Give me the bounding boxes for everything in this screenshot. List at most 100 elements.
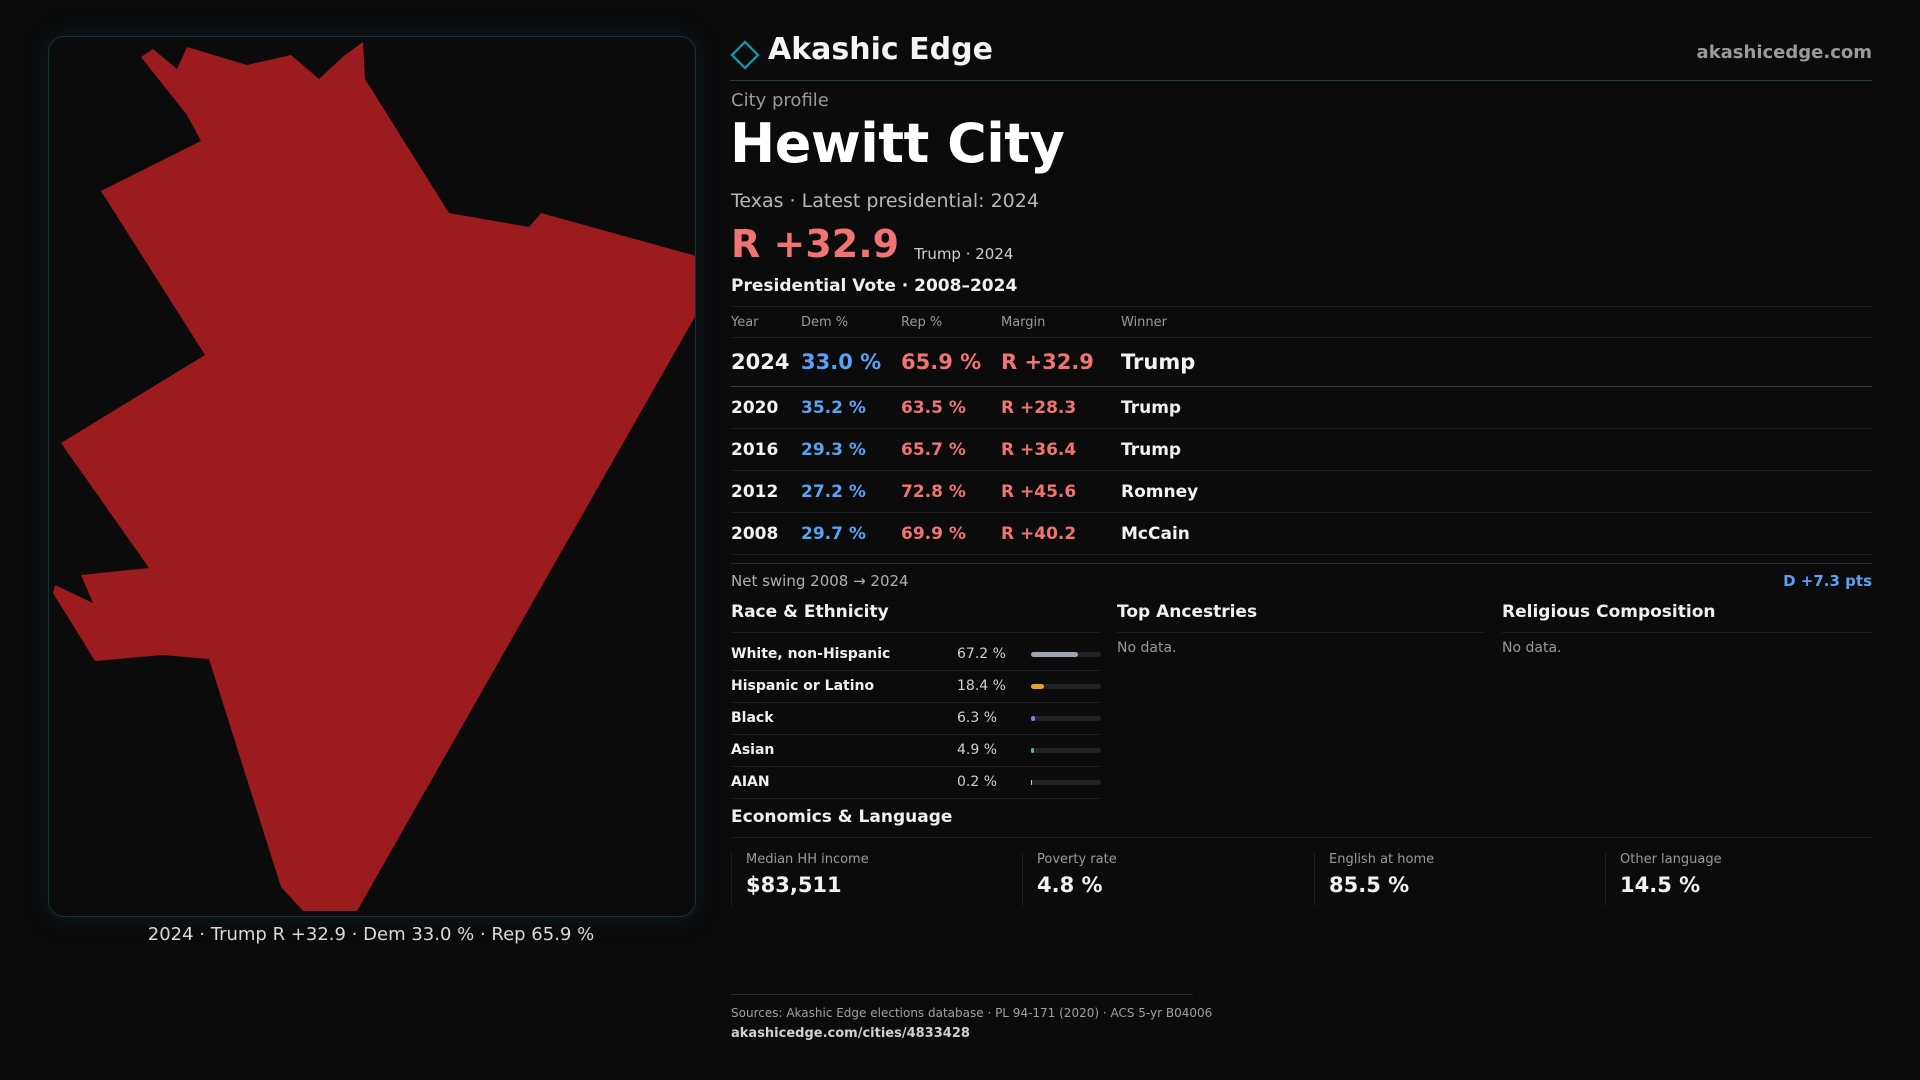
row-year: 2020 — [731, 386, 801, 429]
race-row: AIAN 0.2 % — [731, 766, 1101, 799]
stat-label: Median HH income — [746, 852, 869, 867]
row-winner: Trump — [1121, 337, 1872, 387]
row-rep: 72.8 % — [901, 470, 1001, 513]
page-subtitle: Texas · Latest presidential: 2024 — [731, 190, 1039, 212]
stat-value: 85.5 % — [1329, 873, 1410, 897]
row-winner: Romney — [1121, 470, 1872, 513]
race-row: White, non-Hispanic 67.2 % — [731, 638, 1101, 671]
ancestries-section-title: Top Ancestries — [1117, 602, 1258, 622]
site-link[interactable]: akashicedge.com — [1696, 42, 1872, 63]
table-row: 2008 29.7 % 69.9 % R +40.2 McCain — [731, 512, 1872, 555]
row-dem: 29.7 % — [801, 512, 901, 555]
net-swing-value: D +7.3 pts — [1783, 572, 1872, 590]
race-label: Asian — [731, 742, 775, 758]
row-margin: R +36.4 — [1001, 428, 1121, 471]
table-header-row: Year Dem % Rep % Margin Winner — [731, 306, 1872, 338]
divider — [1117, 632, 1485, 633]
row-rep: 65.7 % — [901, 428, 1001, 471]
stat-label: Other language — [1620, 852, 1722, 867]
table-row: 2024 33.0 % 65.9 % R +32.9 Trump — [731, 337, 1872, 387]
economics-section-title: Economics & Language — [731, 807, 953, 827]
row-year: 2012 — [731, 470, 801, 513]
row-rep: 65.9 % — [901, 337, 1001, 387]
divider — [731, 994, 1193, 995]
race-label: White, non-Hispanic — [731, 646, 891, 662]
presidential-vote-table: Year Dem % Rep % Margin Winner 2024 33.0… — [731, 306, 1872, 555]
source-url-link[interactable]: akashicedge.com/cities/4833428 — [731, 1026, 970, 1041]
row-dem: 29.3 % — [801, 428, 901, 471]
site-header: Akashic Edge akashicedge.com — [730, 30, 1872, 81]
row-margin: R +32.9 — [1001, 337, 1121, 387]
page-eyebrow: City profile — [731, 90, 829, 111]
race-bar-fill — [1031, 652, 1079, 657]
row-winner: Trump — [1121, 386, 1872, 429]
header-year: Year — [731, 306, 801, 338]
table-row: 2016 29.3 % 65.7 % R +36.4 Trump — [731, 428, 1872, 471]
row-year: 2024 — [731, 337, 801, 387]
row-margin: R +28.3 — [1001, 386, 1121, 429]
row-margin: R +40.2 — [1001, 512, 1121, 555]
row-dem: 27.2 % — [801, 470, 901, 513]
header-margin: Margin — [1001, 306, 1121, 338]
stat-value: 4.8 % — [1037, 873, 1103, 897]
row-margin: R +45.6 — [1001, 470, 1121, 513]
row-year: 2016 — [731, 428, 801, 471]
race-label: Hispanic or Latino — [731, 678, 875, 694]
divider — [731, 563, 1872, 564]
header-rep: Rep % — [901, 306, 1001, 338]
race-row: Hispanic or Latino 18.4 % — [731, 670, 1101, 703]
religion-section-title: Religious Composition — [1502, 602, 1716, 622]
brand-name[interactable]: Akashic Edge — [768, 32, 993, 67]
city-boundary-shape — [53, 42, 695, 911]
race-bar-fill — [1031, 780, 1033, 785]
divider — [731, 632, 1101, 633]
race-bar-fill — [1031, 716, 1036, 721]
race-bar-track — [1031, 684, 1101, 689]
race-row: Black 6.3 % — [731, 702, 1101, 735]
race-bar-track — [1031, 716, 1101, 721]
row-winner: Trump — [1121, 428, 1872, 471]
stat-other-language: Other language 14.5 % — [1605, 852, 1722, 906]
stat-label: Poverty rate — [1037, 852, 1117, 867]
table-row: 2012 27.2 % 72.8 % R +45.6 Romney — [731, 470, 1872, 513]
net-swing-label: Net swing 2008 → 2024 — [731, 572, 909, 590]
race-section-title: Race & Ethnicity — [731, 602, 889, 622]
city-boundary-map — [53, 42, 695, 911]
vote-table-title: Presidential Vote · 2008–2024 — [731, 276, 1018, 296]
divider — [731, 837, 1872, 838]
page-title: Hewitt City — [730, 112, 1065, 175]
race-bar-track — [1031, 748, 1101, 753]
row-dem: 33.0 % — [801, 337, 901, 387]
race-label: Black — [731, 710, 774, 726]
headline-margin-sub: Trump · 2024 — [914, 245, 1014, 263]
race-bar-fill — [1031, 748, 1035, 753]
header-dem: Dem % — [801, 306, 901, 338]
row-rep: 63.5 % — [901, 386, 1001, 429]
headline-margin-value: R +32.9 — [731, 222, 900, 266]
race-pct: 6.3 % — [957, 710, 998, 726]
race-bar-fill — [1031, 684, 1044, 689]
stat-english-at-home: English at home 85.5 % — [1314, 852, 1434, 906]
race-label: AIAN — [731, 774, 770, 790]
stat-median-income: Median HH income $83,511 — [731, 852, 869, 906]
race-row: Asian 4.9 % — [731, 734, 1101, 767]
race-pct: 67.2 % — [957, 646, 1006, 662]
sources-text: Sources: Akashic Edge elections database… — [731, 1006, 1213, 1020]
header-winner: Winner — [1121, 306, 1872, 338]
divider — [1502, 632, 1872, 633]
map-caption: 2024 · Trump R +32.9 · Dem 33.0 % · Rep … — [147, 924, 595, 945]
race-pct: 4.9 % — [957, 742, 998, 758]
ancestries-empty: No data. — [1117, 640, 1177, 656]
stat-poverty-rate: Poverty rate 4.8 % — [1022, 852, 1117, 906]
row-year: 2008 — [731, 512, 801, 555]
headline-margin: R +32.9 Trump · 2024 — [731, 222, 1013, 266]
row-winner: McCain — [1121, 512, 1872, 555]
stat-label: English at home — [1329, 852, 1435, 867]
race-bar-track — [1031, 652, 1101, 657]
race-pct: 18.4 % — [957, 678, 1006, 694]
religion-empty: No data. — [1502, 640, 1562, 656]
stat-value: 14.5 % — [1620, 873, 1701, 897]
table-row: 2020 35.2 % 63.5 % R +28.3 Trump — [731, 386, 1872, 429]
race-bar-track — [1031, 780, 1101, 785]
diamond-logo-icon — [730, 40, 760, 70]
